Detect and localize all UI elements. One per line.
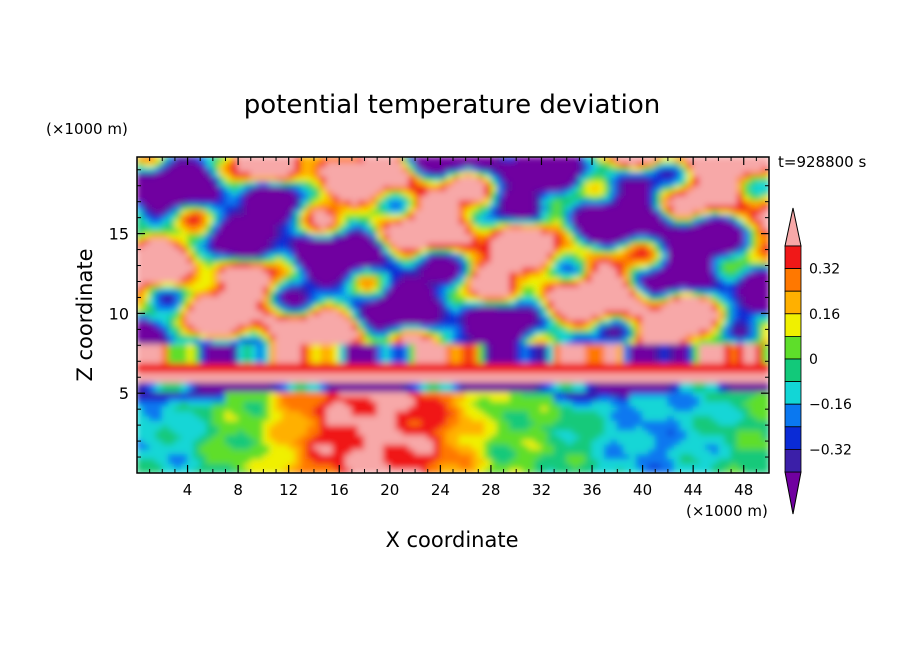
colorbar-box (784, 381, 802, 405)
colorbar-box (784, 290, 802, 315)
colorbar-box (784, 358, 802, 383)
colorbar: 0.32 0.16 0 −0.16 −0.32 (784, 207, 852, 515)
y-unit-label: (×1000 m) (46, 120, 128, 138)
x-tick-label: 44 (684, 481, 703, 499)
colorbar-tick-label: 0.16 (809, 307, 840, 323)
x-axis: 4 8 12 16 20 24 28 32 36 40 44 48 (149, 157, 757, 499)
x-tick-label: 4 (183, 481, 193, 499)
x-tick-label: 48 (734, 481, 753, 499)
colorbar-tick-label: −0.32 (809, 442, 852, 458)
x-tick-label: 28 (481, 481, 500, 499)
y-tick-label: 15 (109, 225, 129, 244)
colorbar-tick-label: 0.32 (809, 262, 840, 278)
x-tick-label: 40 (633, 481, 652, 499)
contour-field (137, 157, 769, 473)
plot-area (136, 156, 770, 474)
colorbar-box (784, 403, 802, 428)
colorbar-top-arrow (784, 207, 802, 247)
time-label: t=928800 s (778, 153, 866, 171)
colorbar-box (784, 245, 802, 270)
y-axis-label: Z coordinate (73, 248, 97, 381)
colorbar-box (784, 268, 802, 292)
y-tick-label: 10 (109, 304, 129, 323)
y-tick-label: 5 (119, 384, 129, 403)
colorbar-bottom-arrow (784, 471, 802, 515)
colorbar-box (784, 448, 802, 473)
y-axis: 5 10 15 (109, 169, 769, 458)
x-unit-label: (×1000 m) (686, 502, 768, 520)
x-tick-label: 12 (279, 481, 298, 499)
x-tick-label: 16 (330, 481, 349, 499)
colorbar-tick-label: −0.16 (809, 397, 852, 413)
colorbar-box (784, 313, 802, 337)
x-tick-label: 32 (532, 481, 551, 499)
x-tick-label: 8 (233, 481, 243, 499)
colorbar-box (784, 426, 802, 450)
x-tick-label: 36 (582, 481, 601, 499)
x-axis-label: X coordinate (385, 528, 518, 552)
x-tick-label: 20 (380, 481, 399, 499)
chart-title: potential temperature deviation (244, 90, 660, 120)
x-tick-label: 24 (431, 481, 450, 499)
colorbar-tick-label: 0 (809, 352, 818, 368)
colorbar-box (784, 335, 802, 360)
